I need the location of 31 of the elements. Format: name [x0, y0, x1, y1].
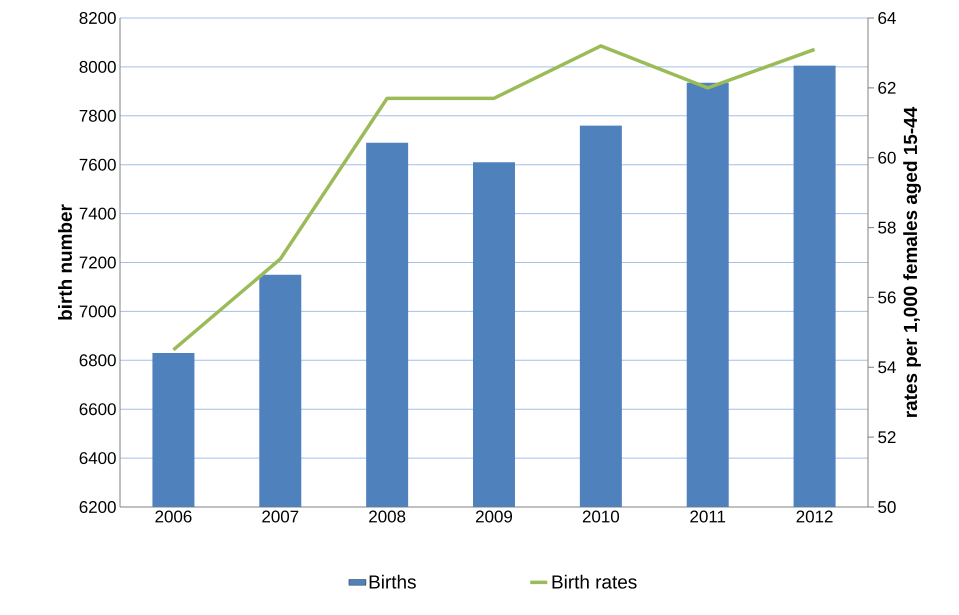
- y2-tick-label: 52: [878, 431, 896, 444]
- y-tick-label: 8000: [80, 60, 116, 73]
- legend-label: Birth rates: [552, 574, 637, 589]
- y2-axis-title: rates per 1,000 females aged 15-44: [903, 106, 921, 417]
- y-tick-label: 8200: [80, 12, 116, 24]
- y-axis-title: birth number: [58, 204, 72, 320]
- x-tick-label: 2007: [262, 510, 298, 523]
- y-tick-label: 6200: [80, 501, 116, 513]
- x-tick-label: 2008: [369, 510, 406, 523]
- y2-tick-label: 54: [878, 361, 896, 374]
- y-tick-label: 7000: [80, 305, 116, 318]
- x-tick-label: 2012: [796, 510, 833, 523]
- x-tick-label: 2011: [690, 510, 726, 523]
- x-tick-label: 2009: [476, 510, 512, 523]
- y2-tick-label: 56: [878, 291, 896, 304]
- y-tick-label: 7600: [80, 158, 116, 171]
- y-tick-label: 6600: [80, 403, 116, 416]
- y-tick-label: 6400: [80, 452, 116, 464]
- legend-label: Births: [370, 574, 416, 589]
- y-tick-label: 6800: [80, 354, 116, 366]
- x-tick-label: 2006: [155, 510, 192, 523]
- y-tick-label: 7200: [80, 256, 116, 268]
- y2-tick-label: 50: [878, 501, 896, 513]
- y2-tick-label: 60: [878, 152, 896, 164]
- y-tick-label: 7400: [80, 208, 116, 220]
- x-tick-label: 2010: [582, 510, 620, 523]
- y-tick-label: 7800: [80, 110, 116, 122]
- y2-tick-label: 64: [878, 12, 896, 24]
- y2-tick-label: 62: [878, 82, 896, 94]
- y2-tick-label: 58: [878, 222, 896, 234]
- line-series: [172, 44, 816, 352]
